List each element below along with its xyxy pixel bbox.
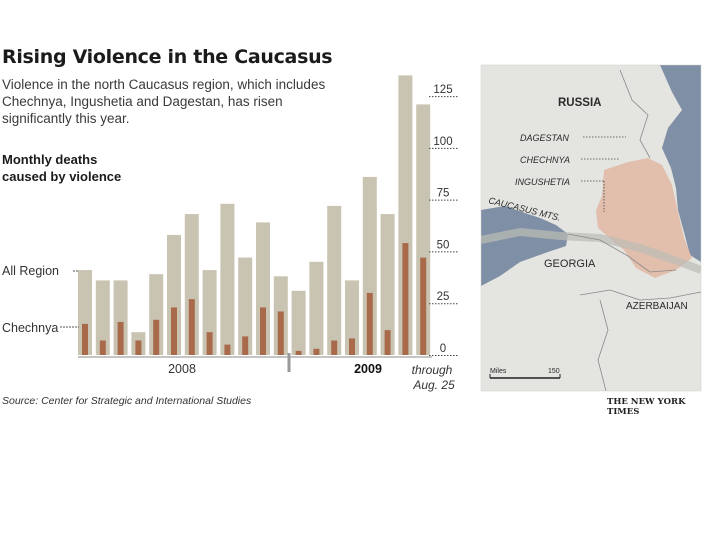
bars-group (78, 75, 431, 356)
black-sea (481, 206, 568, 286)
bar-all-region-9 (238, 257, 253, 355)
map-land (481, 65, 701, 391)
map-frame (480, 64, 702, 392)
y-ticks: 125 100 75 50 25 0 (429, 84, 458, 356)
bar-chechnya-15 (349, 338, 355, 355)
source-note: Source: Center for Strategic and Interna… (2, 395, 252, 407)
map-label-mountains: CAUCASUS MTS. (488, 195, 562, 223)
georgia-border (567, 233, 677, 273)
bar-chechnya-14 (331, 340, 338, 355)
south-border (579, 289, 701, 301)
bar-chechnya-9 (242, 336, 249, 355)
bar-chart: 125 100 75 50 25 0 2008 2009 through Aug. 25 (60, 75, 458, 392)
map-label-russia: RUSSIA (558, 97, 601, 109)
bar-all-region-4 (149, 274, 164, 355)
map-label-dagestan: DAGESTAN (520, 133, 569, 143)
chart-title: Rising Violence in the Caucasus (2, 46, 333, 68)
note-line1: through (412, 363, 453, 377)
note-line2: Aug. 25 (412, 378, 455, 392)
bar-all-region-5 (167, 234, 181, 355)
bar-chechnya-17 (384, 330, 391, 355)
y-tick-label-100: 100 (433, 136, 452, 148)
y-tick-label-50: 50 (437, 239, 450, 251)
bar-chechnya-19 (420, 257, 427, 355)
year-label-2009: 2009 (354, 362, 382, 376)
russia-border (619, 69, 651, 159)
bar-all-region-17 (380, 214, 395, 355)
bar-chechnya-11 (277, 311, 284, 355)
y-tick-label-0: 0 (440, 343, 446, 355)
bar-chechnya-3 (135, 340, 142, 355)
bar-chechnya-5 (171, 307, 177, 355)
bar-all-region-19 (416, 104, 431, 356)
bar-all-region-10 (256, 222, 270, 355)
map-label-ingushetia: INGUSHETIA (515, 177, 570, 187)
mountain-ridge (481, 227, 701, 274)
bar-chechnya-2 (117, 321, 124, 355)
bar-all-region-2 (113, 280, 128, 355)
bar-chechnya-4 (153, 319, 160, 355)
bar-all-region-14 (327, 205, 342, 355)
chechnya-label: Chechnya (2, 321, 59, 335)
bar-all-region-13 (309, 261, 324, 355)
bar-chechnya-16 (366, 292, 373, 355)
bar-chechnya-18 (402, 243, 409, 355)
bar-all-region-6 (184, 214, 199, 355)
bar-all-region-16 (362, 176, 377, 355)
map-label-azerbaijan: AZERBAIJAN (626, 301, 688, 312)
bar-chechnya-8 (224, 344, 231, 355)
y-tick-label-75: 75 (437, 188, 450, 200)
bar-all-region-18 (398, 75, 413, 356)
bar-chechnya-6 (188, 299, 195, 355)
bar-chechnya-1 (99, 340, 106, 355)
north-caucasus-region (596, 158, 692, 278)
bar-chechnya-10 (260, 307, 266, 355)
bar-all-region-1 (95, 280, 110, 355)
scale-label-value: 150 (548, 368, 560, 375)
measure-label-line1: Monthly deaths (2, 152, 98, 167)
bar-chechnya-13 (313, 348, 320, 355)
bar-all-region-8 (220, 203, 235, 355)
measure-label-line2: caused by violence (2, 169, 122, 184)
bar-chechnya-7 (206, 332, 213, 355)
bar-all-region-15 (345, 280, 359, 355)
y-tick-label-25: 25 (437, 291, 450, 303)
bar-all-region-7 (202, 270, 217, 355)
bar-all-region-12 (291, 290, 306, 355)
armenia-border (597, 299, 609, 391)
bar-chechnya-12 (295, 350, 302, 355)
all-region-label: All Region (2, 264, 59, 278)
caspian-sea (660, 65, 701, 262)
y-tick-label-125: 125 (433, 84, 452, 96)
bar-all-region-0 (78, 270, 92, 355)
scale-label-unit: Miles (490, 368, 507, 375)
map-label-georgia: GEORGIA (544, 258, 596, 270)
chart-subtitle: Violence in the north Caucasus region, w… (2, 77, 326, 126)
year-label-2008: 2008 (168, 362, 196, 376)
measure-label: Monthly deaths caused by violence (2, 151, 121, 185)
bar-chechnya-0 (82, 323, 88, 355)
map-label-chechnya: CHECHNYA (520, 155, 570, 165)
credit-logo: THE NEW YORK TIMES (607, 397, 686, 417)
